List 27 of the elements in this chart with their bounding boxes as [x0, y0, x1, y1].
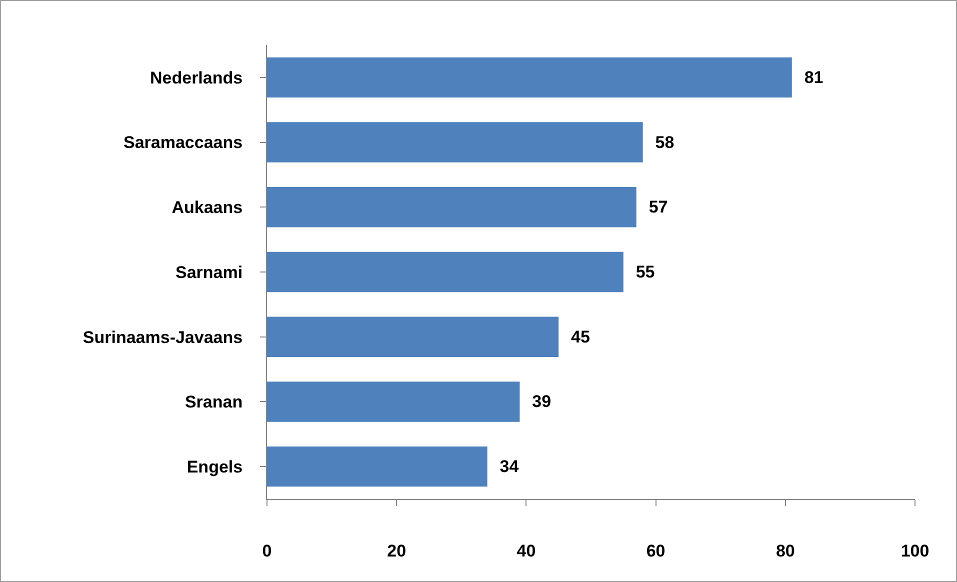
y-tick-label: Aukaans [172, 198, 243, 218]
y-tick-label: Surinaams-Javaans [82, 328, 243, 347]
x-tick-label: 20 [387, 541, 406, 560]
x-tick-label: 40 [516, 541, 536, 560]
data-label: 57 [639, 198, 668, 217]
x-tick-label: 0 [262, 541, 272, 560]
y-tick-label: Saramaccaans [124, 133, 243, 152]
y-tick-label: Sarnami [176, 262, 243, 282]
bar [267, 187, 636, 228]
data-label: 45 [562, 327, 590, 346]
x-tick-label: 80 [776, 541, 795, 560]
bar [267, 316, 559, 357]
y-tick-label: Sranan [184, 392, 243, 412]
x-tick-label: 100 [900, 541, 930, 560]
bar [267, 122, 643, 162]
bar [267, 446, 488, 487]
bar [267, 382, 520, 422]
data-label: 58 [646, 132, 674, 152]
data-label: 39 [522, 392, 552, 412]
data-label: 81 [794, 68, 824, 87]
y-tick-label: Engels [186, 458, 243, 477]
y-tick-label: Nederlands [150, 68, 243, 88]
data-label: 34 [490, 457, 520, 476]
x-tick-label: 60 [646, 541, 666, 560]
bar [267, 57, 792, 98]
data-label: 55 [626, 262, 655, 282]
bar [267, 252, 624, 292]
